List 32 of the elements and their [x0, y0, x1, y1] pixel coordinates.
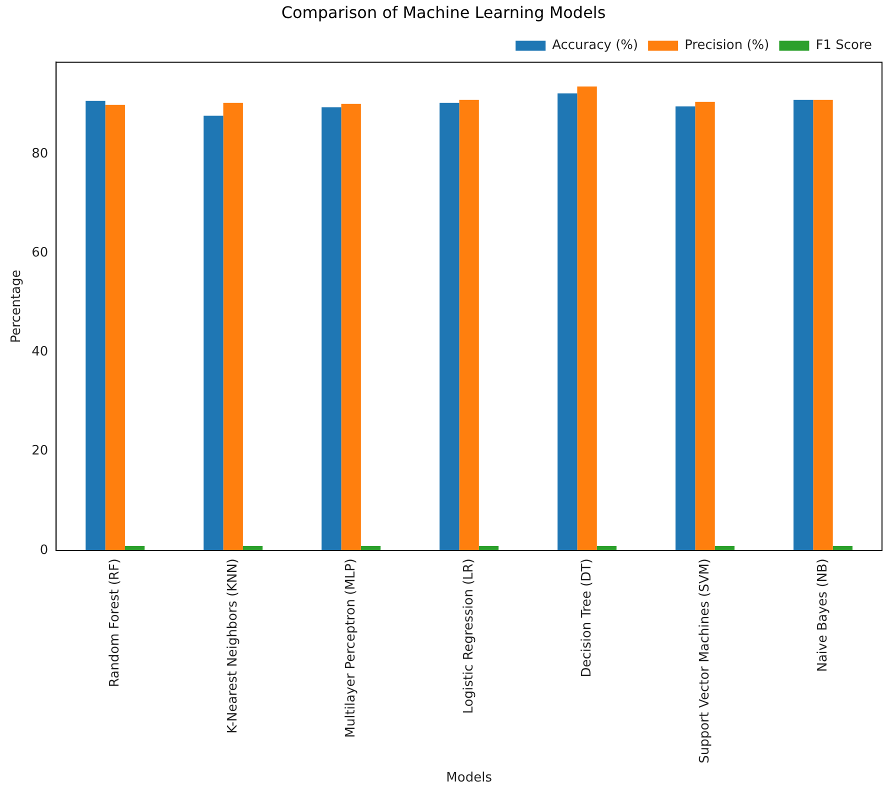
bar [341, 104, 361, 550]
x-tick-label: Support Vector Machines (SVM) [697, 558, 712, 764]
legend-label: Precision (%) [684, 38, 770, 54]
bar [695, 102, 715, 550]
bar [558, 93, 578, 550]
bar [794, 100, 814, 550]
x-tick-label: K-Nearest Neighbors (KNN) [225, 558, 240, 734]
y-axis-title: Percentage [9, 270, 24, 343]
bar [322, 107, 342, 550]
x-tick-label: Logistic Regression (LR) [461, 558, 476, 714]
x-tick-label: Naive Bayes (NB) [815, 558, 830, 672]
bar [577, 86, 597, 550]
bar [204, 116, 224, 550]
x-tick-label: Decision Tree (DT) [579, 558, 594, 678]
x-axis-title: Models [446, 770, 492, 786]
y-tick-label: 60 [32, 245, 48, 260]
x-tick-label: Multilayer Perceptron (MLP) [343, 558, 358, 738]
y-tick-label: 80 [32, 146, 48, 162]
bar [440, 102, 460, 550]
x-tick-label: Random Forest (RF) [108, 558, 123, 688]
bar [105, 104, 125, 550]
chart-title: Comparison of Machine Learning Models [281, 2, 606, 22]
legend-label: F1 Score [816, 38, 872, 54]
bar [459, 100, 479, 550]
legend-label: Accuracy (%) [552, 38, 638, 54]
bar [813, 100, 833, 550]
bar [86, 100, 106, 550]
bar [223, 102, 243, 550]
y-tick-label: 0 [40, 542, 48, 558]
y-tick-label: 40 [32, 344, 48, 360]
bar [676, 106, 696, 550]
y-tick-label: 20 [32, 444, 48, 459]
